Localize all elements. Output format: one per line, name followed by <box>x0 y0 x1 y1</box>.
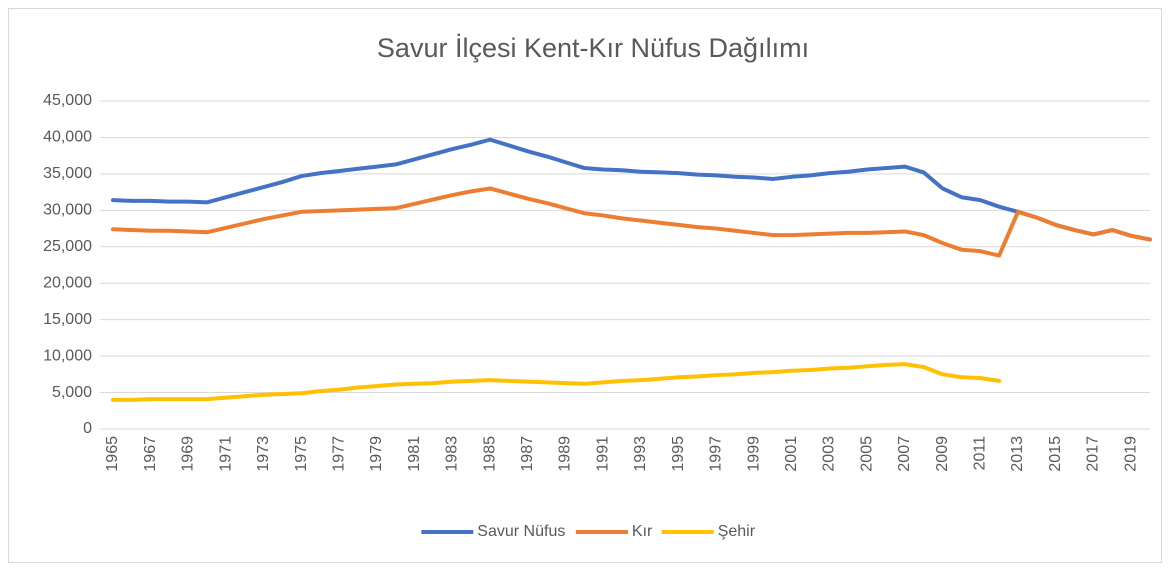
y-tick-label: 25,000 <box>43 238 92 255</box>
x-tick-label: 1965 <box>104 436 121 472</box>
legend-label: Savur Nüfus <box>477 523 565 540</box>
x-tick-label: 1971 <box>217 436 234 472</box>
x-tick-label: 1977 <box>330 436 347 472</box>
x-tick-label: 1973 <box>255 436 272 472</box>
y-tick-label: 45,000 <box>43 92 92 109</box>
x-tick-label: 1981 <box>406 436 423 472</box>
data-line <box>111 137 1152 242</box>
x-tick-label: 2011 <box>972 436 989 471</box>
y-tick-label: 35,000 <box>43 165 92 182</box>
y-tick-label: 10,000 <box>43 347 92 364</box>
x-tick-label: 1969 <box>180 436 197 472</box>
legend-label: Şehir <box>718 523 756 540</box>
y-tick-label: 30,000 <box>43 202 92 219</box>
x-tick-label: 1999 <box>745 436 762 472</box>
x-tick-label: 2009 <box>934 436 951 472</box>
y-tick-label: 40,000 <box>43 129 92 146</box>
x-tick-label: 2015 <box>1047 436 1064 472</box>
x-tick-label: 2003 <box>821 436 838 472</box>
data-line <box>111 186 1152 258</box>
x-tick-label: 1987 <box>519 436 536 472</box>
x-tick-label: 2001 <box>783 436 800 472</box>
x-tick-label: 1983 <box>444 436 461 472</box>
data-line <box>111 362 1002 402</box>
y-tick-label: 5,000 <box>52 384 92 401</box>
y-tick-label: 15,000 <box>43 311 92 328</box>
x-tick-label: 2007 <box>896 436 913 472</box>
x-tick-label: 1997 <box>708 436 725 472</box>
x-tick-label: 1993 <box>632 436 649 472</box>
y-tick-label: 0 <box>83 420 92 437</box>
x-tick-label: 2013 <box>1009 436 1026 472</box>
x-tick-label: 2019 <box>1122 436 1139 472</box>
legend-label: Kır <box>632 523 653 540</box>
x-tick-label: 1979 <box>368 436 385 472</box>
chart-title: Savur İlçesi Kent-Kır Nüfus Dağılımı <box>377 32 809 63</box>
chart-border <box>8 8 1162 563</box>
x-tick-label: 1995 <box>670 436 687 472</box>
y-tick-label: 20,000 <box>43 274 92 291</box>
x-tick-label: 2017 <box>1085 436 1102 472</box>
x-tick-label: 1967 <box>142 436 159 472</box>
x-tick-label: 1989 <box>557 436 574 472</box>
x-tick-label: 1991 <box>594 436 611 472</box>
x-tick-label: 1975 <box>293 436 310 472</box>
x-tick-label: 2005 <box>858 436 875 472</box>
x-tick-label: 1985 <box>481 436 498 472</box>
